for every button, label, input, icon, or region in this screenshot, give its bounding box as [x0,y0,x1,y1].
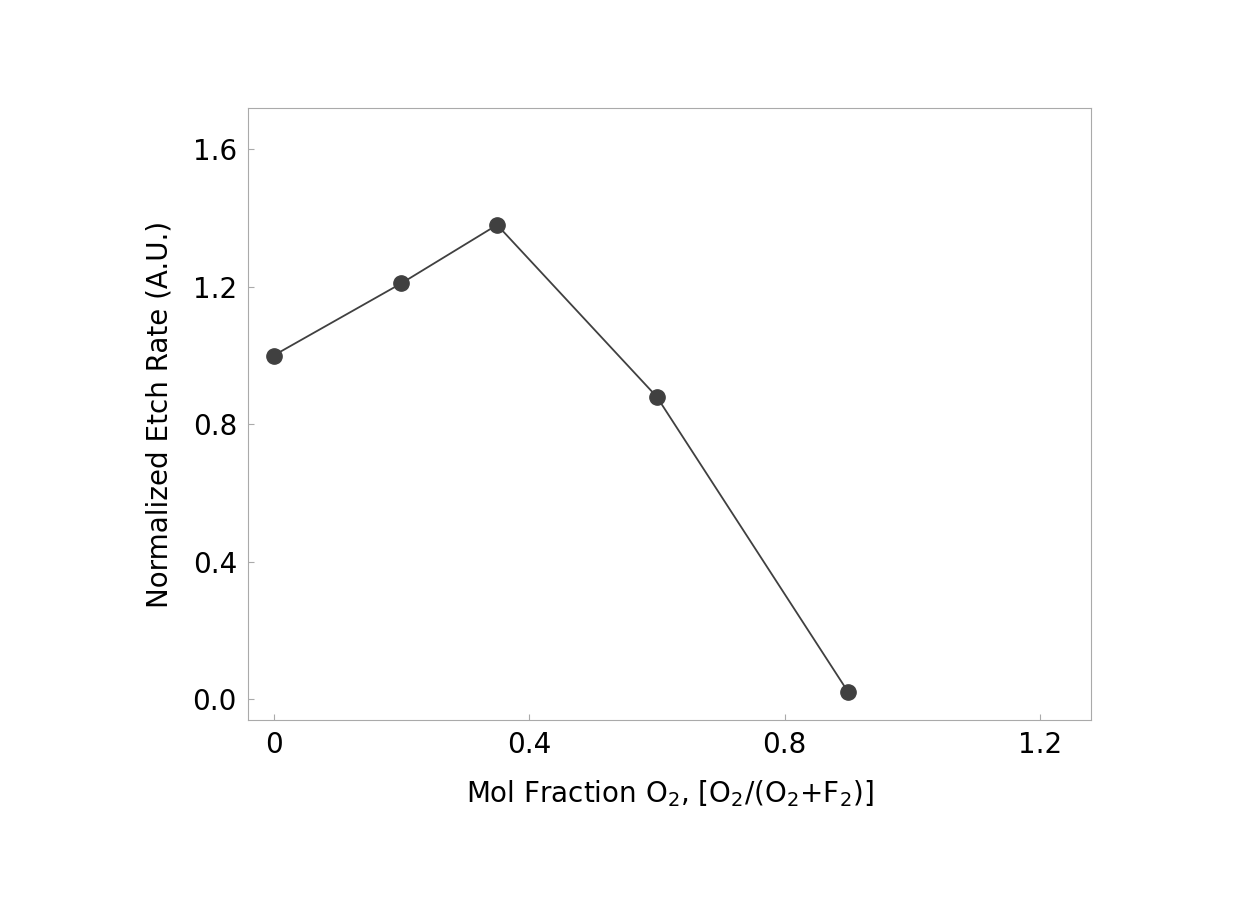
X-axis label: Mol Fraction O$_2$, [O$_2$/(O$_2$+F$_2$)]: Mol Fraction O$_2$, [O$_2$/(O$_2$+F$_2$)… [466,778,873,809]
Y-axis label: Normalized Etch Rate (A.U.): Normalized Etch Rate (A.U.) [145,220,174,608]
